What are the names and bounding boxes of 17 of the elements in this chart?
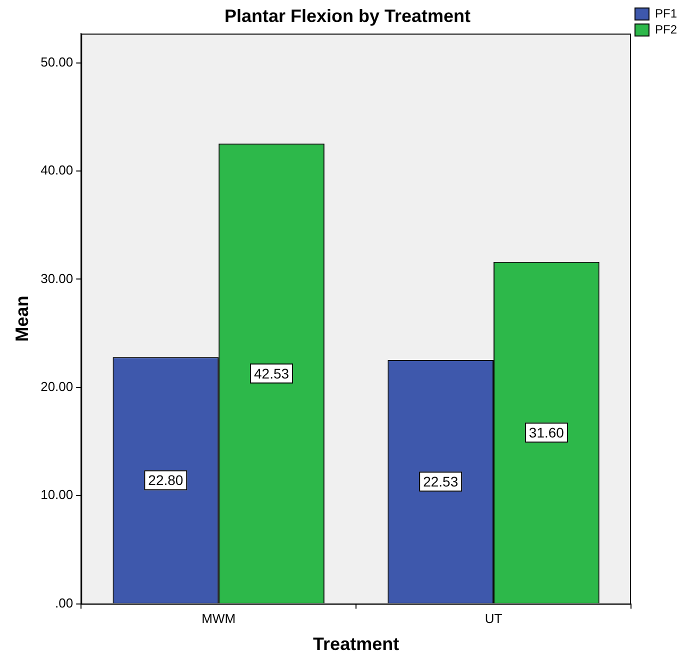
- x-tick-label: MWM: [202, 611, 236, 626]
- legend-label: PF1: [654, 6, 678, 20]
- x-axis-title: Treatment: [313, 634, 400, 654]
- y-tick-label: 10.00: [40, 487, 74, 502]
- y-tick-label: 30.00: [40, 270, 74, 286]
- data-label: 22.53: [423, 474, 458, 490]
- y-axis-title: Mean: [12, 296, 32, 342]
- y-tick-label: 20.00: [40, 378, 74, 394]
- chart-title: Plantar Flexion by Treatment: [224, 6, 471, 26]
- y-tick-label: .00: [55, 595, 74, 610]
- y-tick-label: 50.00: [40, 54, 74, 70]
- legend-label: PF2: [654, 22, 678, 36]
- x-tick-label: UT: [484, 611, 502, 626]
- data-label: 31.60: [528, 424, 564, 440]
- y-tick-label: 40.00: [40, 162, 74, 178]
- data-label: 22.80: [148, 472, 184, 488]
- data-label: 42.53: [254, 365, 290, 382]
